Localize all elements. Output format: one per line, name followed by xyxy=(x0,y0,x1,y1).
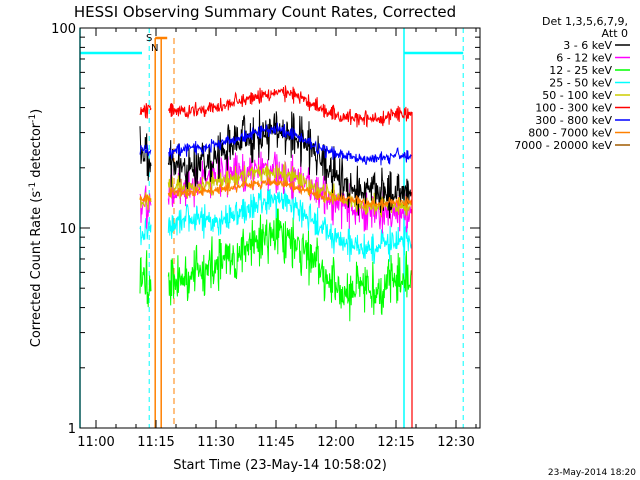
series-line-12-25keV xyxy=(139,208,413,322)
legend-label: 800 - 7000 keV xyxy=(528,127,612,140)
legend-label: 25 - 50 keV xyxy=(549,77,612,90)
series-line-300-800keV xyxy=(139,122,413,166)
y-tick-label: 10 xyxy=(59,222,76,237)
legend-label: 7000 - 20000 keV xyxy=(514,139,612,152)
legend-label: 50 - 100 keV xyxy=(542,89,612,102)
chart-title: HESSI Observing Summary Count Rates, Cor… xyxy=(74,3,456,21)
y-axis-label: Corrected Count Rate (s-1 detector-1) xyxy=(28,109,44,347)
saa-flag: S xyxy=(146,33,152,44)
series-line-3-6keV xyxy=(139,109,412,219)
x-tick-label: 11:00 xyxy=(77,435,114,450)
x-axis-label: Start Time (23-May-14 10:58:02) xyxy=(173,458,387,473)
x-tick-label: 11:30 xyxy=(197,435,234,450)
legend-header: Att 0 xyxy=(602,27,628,40)
series-line-100-300keV xyxy=(139,85,413,128)
legend-label: 6 - 12 keV xyxy=(556,52,612,65)
series-line-25-50keV xyxy=(139,185,413,264)
x-tick-label: 12:00 xyxy=(317,435,354,450)
legend-label: 100 - 300 keV xyxy=(535,102,612,115)
y-tick-label: 100 xyxy=(51,22,76,37)
night-flag: N xyxy=(151,43,158,54)
axes-layer: 11:00 11:15 11:30 11:45 12:00 12:15 12:30 1 10 10… xyxy=(51,22,481,450)
x-tick-label: 12:30 xyxy=(437,435,474,450)
legend-label: 3 - 6 keV xyxy=(563,39,612,52)
x-tick-label: 11:15 xyxy=(137,435,174,450)
x-tick-label: 12:15 xyxy=(377,435,414,450)
legend-header: Det 1,3,5,6,7,9, xyxy=(542,15,628,28)
legend-label: 300 - 800 keV xyxy=(535,114,612,127)
data-layer: SN xyxy=(79,28,464,428)
series-line-800-7000keV xyxy=(139,176,413,210)
timestamp: 23-May-2014 18:20 xyxy=(548,468,636,478)
y-tick-label: 1 xyxy=(68,422,76,437)
x-tick-label: 11:45 xyxy=(257,435,294,450)
legend-label: 12 - 25 keV xyxy=(549,64,612,77)
